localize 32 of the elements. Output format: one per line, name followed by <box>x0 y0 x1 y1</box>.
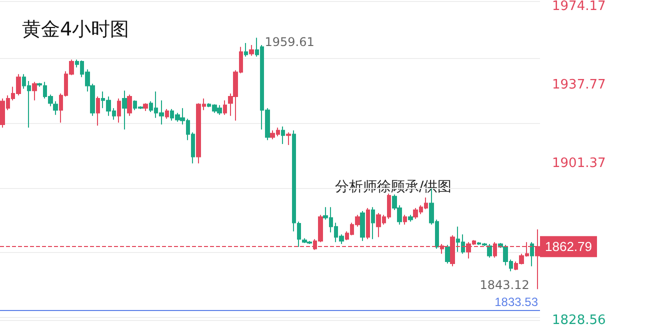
candlestick <box>371 206 375 240</box>
y-tick-label: 1828.56 <box>552 313 606 327</box>
annotation: 1959.61 <box>264 34 314 49</box>
candlestick <box>244 42 248 58</box>
candlestick <box>117 98 121 124</box>
candlestick <box>445 244 450 264</box>
candlestick <box>32 81 37 101</box>
candlestick <box>96 96 100 126</box>
candlestick <box>281 126 285 144</box>
candlestick <box>360 210 365 242</box>
candlestick <box>530 242 534 267</box>
candlestick <box>249 44 254 56</box>
annotation: 1843.12 <box>480 278 530 292</box>
y-tick-label: 1901.37 <box>552 156 606 171</box>
candlestick <box>403 214 407 226</box>
candlestick <box>366 208 370 240</box>
y-tick-label: 1937.77 <box>552 77 606 92</box>
candlestick <box>408 214 413 222</box>
y-tick-label: 1974.17 <box>552 0 606 14</box>
candlestick <box>53 100 58 116</box>
ref-line-label: 1862.79 <box>545 239 592 254</box>
candlestick <box>297 221 301 248</box>
ref-line-label: 1833.53 <box>494 294 538 309</box>
candlestick <box>127 94 132 116</box>
candlestick <box>143 102 148 112</box>
candlestick <box>165 108 169 120</box>
candlestick <box>122 90 127 130</box>
candlestick <box>292 130 296 232</box>
candlestick <box>223 100 227 116</box>
candlestick <box>286 132 291 146</box>
text: 黄金4小时图 <box>22 18 130 40</box>
candlestick <box>487 244 492 258</box>
